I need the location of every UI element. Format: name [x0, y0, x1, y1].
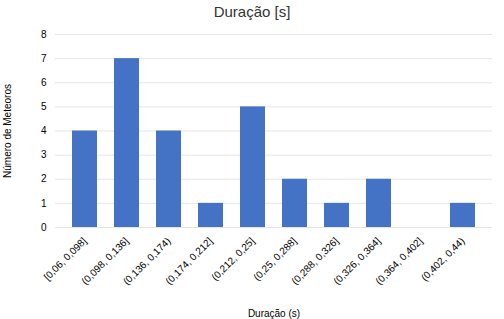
- svg-text:(0,25, 0,288]: (0,25, 0,288]: [251, 235, 299, 283]
- svg-text:Número de Meteoros: Número de Meteoros: [2, 84, 13, 178]
- svg-text:1: 1: [41, 198, 47, 209]
- svg-text:[0,06, 0,098]: [0,06, 0,098]: [41, 235, 89, 283]
- svg-text:(0,326, 0,364]: (0,326, 0,364]: [331, 235, 383, 287]
- svg-text:5: 5: [41, 101, 47, 112]
- svg-text:(0,174, 0,212]: (0,174, 0,212]: [163, 235, 215, 287]
- svg-text:2: 2: [41, 173, 47, 184]
- svg-text:(0,288, 0,326]: (0,288, 0,326]: [289, 235, 341, 287]
- svg-text:(0,212, 0,25]: (0,212, 0,25]: [209, 235, 257, 283]
- svg-text:(0,136, 0,174): (0,136, 0,174): [120, 235, 173, 287]
- html-text:Duração [s]: Duração [s]: [213, 3, 291, 20]
- svg-text:3: 3: [41, 149, 47, 160]
- svg-text:8: 8: [41, 29, 47, 40]
- svg-text:(0,402, 0,44): (0,402, 0,44): [419, 235, 467, 283]
- svg-text:(0,098, 0,136]: (0,098, 0,136]: [79, 235, 131, 287]
- svg-text:(0,364, 0,402]: (0,364, 0,402]: [373, 235, 425, 287]
- svg-text:4: 4: [41, 125, 47, 136]
- svg-text:7: 7: [41, 53, 47, 64]
- svg-text:0: 0: [41, 222, 47, 233]
- svg-text:Duração (s): Duração (s): [248, 308, 300, 319]
- svg-text:6: 6: [41, 77, 47, 88]
